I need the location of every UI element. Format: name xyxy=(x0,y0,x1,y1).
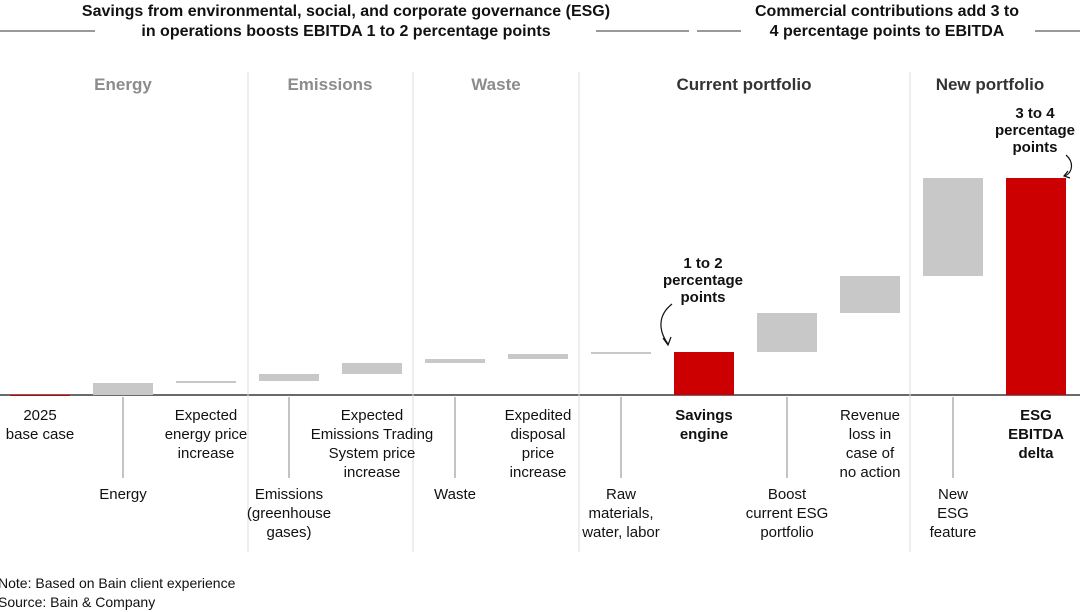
section-title: Energy xyxy=(94,75,152,94)
section-title: New portfolio xyxy=(936,75,1045,94)
bar xyxy=(93,383,153,395)
bar xyxy=(176,381,236,383)
category-label: Emissions (greenhouse gases) xyxy=(247,486,331,541)
bar xyxy=(425,359,485,363)
category-label: 2025 base case xyxy=(6,407,74,443)
arrow xyxy=(660,303,673,345)
category-label: Energy xyxy=(99,486,147,503)
note: Note: Based on Bain client experience xyxy=(0,575,236,591)
category-label: New ESG feature xyxy=(930,486,977,541)
bar xyxy=(757,313,817,352)
category-label: Revenue loss in case of no action xyxy=(840,407,901,481)
category-label: Expected energy price increase xyxy=(165,407,248,462)
section-title: Emissions xyxy=(287,75,372,94)
bar xyxy=(840,276,900,313)
category-label: Boost current ESG portfolio xyxy=(746,486,829,541)
section-title: Waste xyxy=(471,75,520,94)
category-label: Expedited disposal price increase xyxy=(505,407,572,481)
bar xyxy=(342,363,402,374)
header: Savings from environmental, social, and … xyxy=(82,3,610,40)
arrow xyxy=(1064,154,1073,177)
category-label: Savings engine xyxy=(675,407,733,443)
category-label: Raw materials, water, labor xyxy=(581,486,660,541)
annotation: 1 to 2 percentage points xyxy=(663,255,743,306)
bar xyxy=(591,352,651,354)
bar xyxy=(1006,178,1066,395)
bar xyxy=(508,354,568,359)
bar xyxy=(10,395,70,396)
note: Source: Bain & Company xyxy=(0,594,155,610)
bar xyxy=(259,374,319,381)
bar xyxy=(923,178,983,276)
category-label: Expected Emissions Trading System price inc… xyxy=(311,407,434,481)
arrow-head xyxy=(1062,170,1071,179)
category-label: Waste xyxy=(434,486,476,503)
bar xyxy=(674,352,734,395)
annotation: 3 to 4 percentage points xyxy=(995,105,1075,156)
category-label: ESG EBITDA delta xyxy=(1008,407,1064,462)
section-title: Current portfolio xyxy=(676,75,811,94)
arrow-head xyxy=(662,336,672,347)
header: Commercial contributions add 3 to 4 perce… xyxy=(755,3,1019,40)
